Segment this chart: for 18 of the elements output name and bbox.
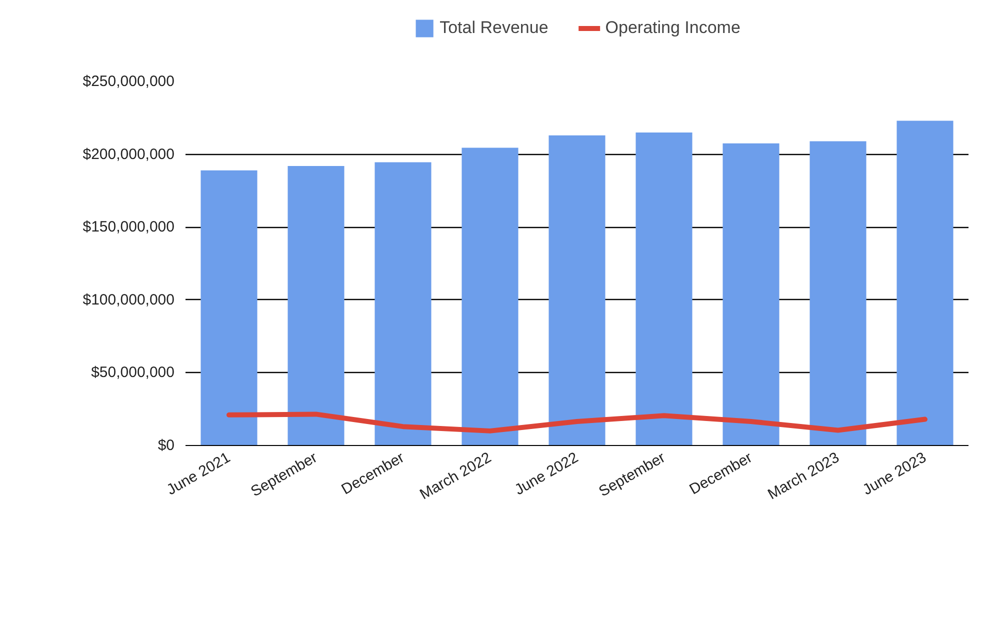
y-tick-label: $250,000,000 xyxy=(82,73,175,90)
bar xyxy=(374,162,432,446)
bar xyxy=(200,170,258,446)
bar xyxy=(548,135,606,446)
bar xyxy=(896,120,954,446)
x-tick-label: June 2022 xyxy=(512,449,582,499)
bar xyxy=(810,141,866,446)
bar xyxy=(288,166,344,446)
bar xyxy=(636,132,692,446)
y-tick-label: $50,000,000 xyxy=(91,364,175,382)
bar xyxy=(462,148,518,446)
legend-label: Total Revenue xyxy=(440,18,548,38)
y-tick-label: $100,000,000 xyxy=(82,291,175,308)
y-tick-label: $200,000,000 xyxy=(82,146,175,163)
x-tick-label: June 2023 xyxy=(860,449,930,499)
bar xyxy=(722,143,780,446)
y-tick-label: $150,000,000 xyxy=(82,218,175,236)
legend-label: Operating Income xyxy=(605,18,740,38)
